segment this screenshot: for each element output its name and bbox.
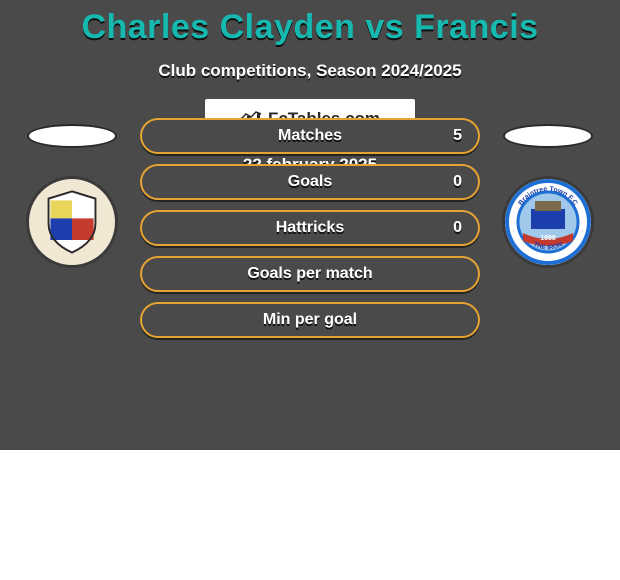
stat-pill-goals: Goals 0	[140, 164, 480, 200]
stat-value-right: 0	[453, 219, 462, 237]
stat-label: Goals	[142, 173, 478, 191]
stat-pill-hattricks: Hattricks 0	[140, 210, 480, 246]
stat-pill-goals-per-match: Goals per match	[140, 256, 480, 292]
player-shadow-right	[503, 124, 593, 148]
comparison-card: Charles Clayden vs Francis Club competit…	[0, 0, 620, 450]
svg-text:1898: 1898	[540, 235, 556, 242]
left-side	[22, 110, 122, 338]
content-row: Matches 5 Goals 0 Hattricks 0 Goals per …	[0, 110, 620, 338]
page-title: Charles Clayden vs Francis	[0, 0, 620, 47]
page-subtitle: Club competitions, Season 2024/2025	[0, 61, 620, 81]
stat-value-right: 0	[453, 173, 462, 191]
club-crest-left	[26, 176, 118, 268]
stat-label: Matches	[142, 127, 478, 145]
club-crest-right: 1898 Braintree Town F.C THE IRON	[502, 176, 594, 268]
stat-pill-min-per-goal: Min per goal	[140, 302, 480, 338]
shield-icon	[36, 186, 108, 258]
stat-label: Goals per match	[142, 265, 478, 283]
stat-value-right: 5	[453, 127, 462, 145]
player-shadow-left	[27, 124, 117, 148]
stats-column: Matches 5 Goals 0 Hattricks 0 Goals per …	[140, 118, 480, 338]
badge-icon: 1898 Braintree Town F.C THE IRON	[505, 179, 591, 265]
stat-label: Hattricks	[142, 219, 478, 237]
stat-pill-matches: Matches 5	[140, 118, 480, 154]
stat-label: Min per goal	[142, 311, 478, 329]
right-side: 1898 Braintree Town F.C THE IRON	[498, 110, 598, 338]
